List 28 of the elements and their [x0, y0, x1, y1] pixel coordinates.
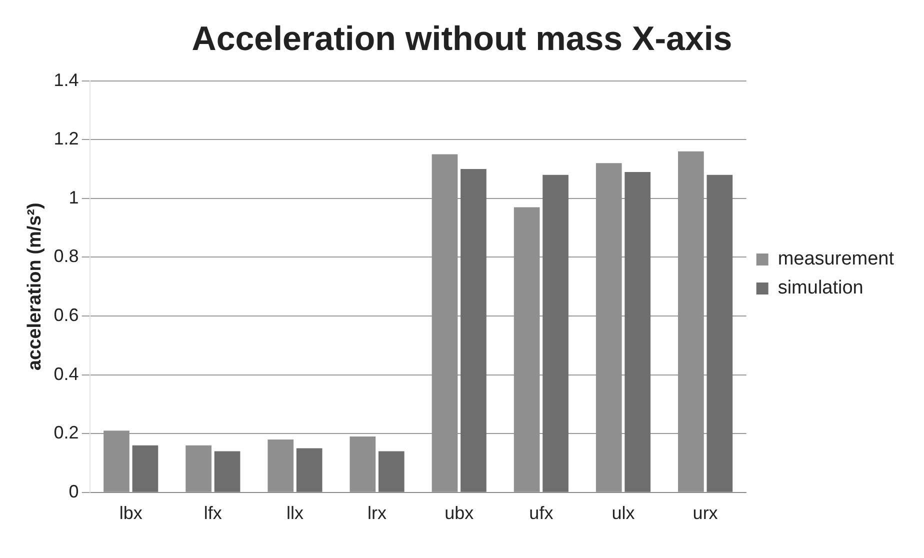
bar — [542, 174, 568, 492]
bar — [378, 451, 404, 492]
y-tick-label: 0.2 — [54, 422, 79, 443]
bar — [460, 169, 486, 492]
y-tick-label: 0.6 — [54, 304, 79, 325]
x-tick-label: lfx — [204, 503, 222, 524]
x-tick-label: llx — [286, 503, 304, 524]
bar — [624, 172, 651, 492]
bar — [214, 451, 240, 492]
chart-title: Acceleration without mass X-axis — [192, 20, 732, 58]
y-tick-label: 1.4 — [54, 70, 79, 90]
x-tick-label: ufx — [529, 503, 554, 524]
y-axis-title: acceleration (m/s²) — [24, 202, 46, 371]
y-tick-label: 1.2 — [54, 128, 79, 149]
bar — [296, 448, 322, 492]
x-tick-label: ubx — [444, 503, 474, 524]
legend-label: simulation — [778, 278, 864, 299]
bar — [706, 174, 733, 492]
x-tick-label: lrx — [368, 503, 387, 524]
y-tick-label: 0.8 — [54, 246, 79, 266]
bar — [132, 445, 158, 492]
x-tick-label: lbx — [119, 503, 142, 524]
y-tick-label: 0.4 — [54, 364, 79, 384]
legend-label: measurement — [778, 248, 895, 270]
y-tick-label: 1 — [68, 187, 79, 208]
y-tick-label: 0 — [68, 481, 79, 502]
x-tick-label: ulx — [612, 503, 635, 524]
x-tick-label: urx — [692, 503, 718, 524]
